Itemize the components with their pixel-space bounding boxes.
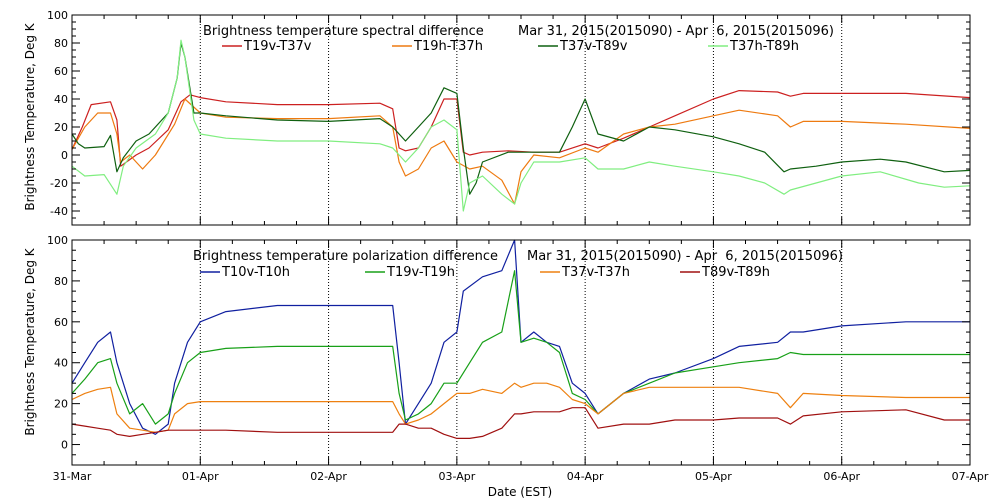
panel-date-range: Mar 31, 2015(2015090) - Apr 6, 2015(2015…: [527, 249, 843, 264]
x-tick-label: 01-Apr: [182, 470, 219, 483]
x-tick-label: 07-Apr: [952, 470, 989, 483]
series-line-2: [71, 270, 970, 425]
series-line-4: [71, 407, 970, 439]
y-tick-label: 0: [61, 439, 68, 452]
legend-entry: T19v-T19h: [386, 265, 455, 280]
series-line-2: [71, 98, 971, 205]
series-line-3: [71, 42, 971, 195]
y-tick-label: -20: [50, 177, 68, 190]
panel-title: Brightness temperature polarization diff…: [193, 249, 498, 264]
y-tick-label: 60: [54, 65, 68, 78]
series-line-1: [71, 239, 970, 435]
legend-entry: T19v-T37v: [243, 39, 312, 54]
panel-title: Brightness temperature spectral differen…: [203, 24, 484, 39]
y-tick-label: 20: [54, 121, 68, 134]
panel-date-range: Mar 31, 2015(2015090) - Apr 6, 2015(2015…: [518, 24, 834, 39]
spectral-difference-panel: Brightness temperature spectral differen…: [23, 9, 971, 226]
y-tick-label: 80: [54, 37, 68, 50]
series-line-1: [71, 89, 971, 167]
y-tick-label: 100: [47, 9, 68, 22]
y-axis-label: Brightness Temperature, Deg K: [23, 22, 37, 210]
legend-entry: T37h-T89h: [729, 39, 799, 54]
x-tick-label: 03-Apr: [438, 470, 475, 483]
x-tick-label: 04-Apr: [567, 470, 604, 483]
x-tick-label: 05-Apr: [695, 470, 732, 483]
x-axis-label: Date (EST): [488, 485, 552, 499]
legend-entry: T37v-T37h: [561, 265, 630, 280]
y-tick-label: 0: [61, 149, 68, 162]
legend-entry: T10v-T10h: [221, 265, 290, 280]
polarization-difference-panel: Brightness temperature polarization diff…: [23, 234, 971, 466]
legend-entry: T19h-T37h: [413, 39, 483, 54]
x-tick-label: 31-Mar: [53, 470, 92, 483]
y-tick-label: 40: [54, 93, 68, 106]
y-tick-label: 100: [47, 234, 68, 247]
x-tick-label: 06-Apr: [823, 470, 860, 483]
y-tick-label: 60: [54, 316, 68, 329]
legend-entry: T89v-T89h: [701, 265, 770, 280]
series-line-4: [71, 39, 971, 212]
y-axis-label: Brightness Temperature, Deg K: [23, 247, 37, 435]
legend-entry: T37v-T89v: [559, 39, 628, 54]
y-tick-label: -40: [50, 205, 68, 218]
x-tick-label: 02-Apr: [310, 470, 347, 483]
y-tick-label: 20: [54, 398, 68, 411]
y-tick-label: 40: [54, 357, 68, 370]
y-tick-label: 80: [54, 275, 68, 288]
